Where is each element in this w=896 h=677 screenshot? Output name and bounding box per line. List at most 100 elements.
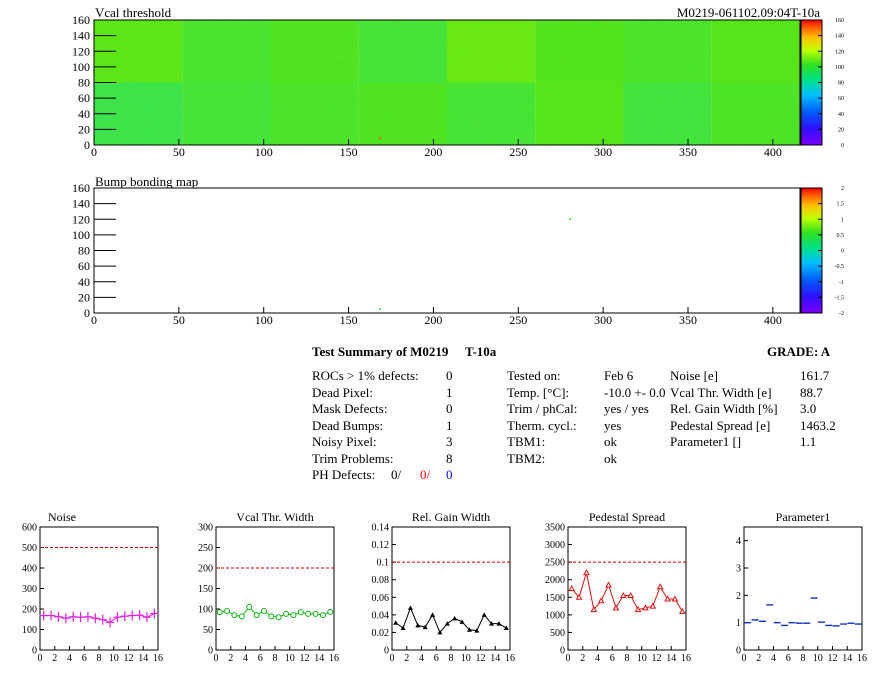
y-tick-label: 2000 (545, 575, 565, 586)
plot-title: Pedestal Spread (589, 510, 665, 524)
data-point (583, 569, 590, 576)
y-tick-label: 120 (72, 212, 90, 226)
data-point (238, 613, 245, 620)
plot-frame (391, 526, 511, 651)
data-point (503, 625, 509, 631)
y-tick-label: 300 (22, 584, 37, 595)
x-tick-label: 2 (404, 653, 409, 664)
palette-tick-label: 0 (841, 249, 844, 255)
x-tick-label: 16 (153, 653, 163, 664)
plot-title: Noise (48, 510, 76, 524)
data-point (489, 621, 495, 626)
data-point (642, 604, 649, 611)
condition-label: Trim / phCal: (507, 401, 578, 416)
palette-tick-label: 0.5 (837, 233, 845, 239)
plot-frame (215, 526, 335, 651)
y-tick-label: 300 (198, 523, 213, 534)
data-point (481, 612, 487, 617)
y-tick-label: 200 (22, 605, 37, 616)
x-tick-label: 150 (340, 145, 358, 159)
param-value: 1.1 (800, 434, 817, 449)
x-tick-label: 0 (91, 313, 97, 327)
y-tick-label: 120 (72, 44, 90, 58)
x-tick-label: 4 (243, 653, 248, 664)
defect-label: ROCs > 1% defects: (312, 368, 419, 383)
data-point (575, 593, 583, 600)
y-tick-label: 0 (208, 646, 213, 657)
plot-frame (743, 526, 863, 651)
x-tick-label: 12 (124, 653, 134, 664)
palette-tick-label: 40 (838, 112, 844, 118)
defect-label: Noisy Pixel: (312, 434, 377, 449)
x-tick-label: 2 (52, 653, 57, 664)
y-tick-label: 1 (736, 618, 741, 629)
condition-row: Therm. cycl.: yes (507, 418, 667, 435)
param-value: 88.7 (800, 384, 823, 400)
grade: GRADE: A (767, 344, 831, 359)
conditions-list: Tested on: Feb 6 Temp. [°C]: -10.0 +- 0.0 … (507, 368, 667, 467)
data-point (305, 610, 312, 617)
condition-value: -10.0 +- 0.0 (604, 384, 666, 400)
x-tick-label: 14 (138, 653, 148, 664)
y-tick-label: 0 (84, 306, 90, 320)
y-tick-label: 0.08 (372, 575, 390, 586)
condition-row: Temp. [°C]: -10.0 +- 0.0 (507, 385, 667, 402)
param-label: Noise [e] (670, 368, 719, 383)
x-tick-label: 14 (666, 653, 676, 664)
map1-title: Vcal threshold (95, 5, 172, 20)
param-label: Vcal Thr. Width [e] (670, 384, 772, 400)
x-tick-label: 400 (764, 313, 782, 327)
data-point (268, 613, 275, 620)
ph-defects-value-2: 0/ (420, 467, 431, 482)
y-tick-label: 140 (72, 29, 90, 43)
defect-pixel (379, 137, 382, 140)
plot-title: Vcal Thr. Width (236, 510, 313, 524)
data-point (253, 612, 260, 619)
y-tick-label: 0 (84, 138, 90, 152)
param-value: 161.7 (800, 368, 830, 383)
x-tick-label: 6 (258, 653, 263, 664)
palette-tick-label: 60 (838, 96, 844, 102)
x-tick-label: 16 (329, 653, 339, 664)
x-tick-label: 14 (490, 653, 500, 664)
parameters-list: Noise [e] 161.7 Vcal Thr. Width [e] 88.7 R… (670, 368, 850, 451)
x-tick-label: 6 (82, 653, 87, 664)
y-tick-label: 100 (198, 605, 213, 616)
condition-value: ok (604, 434, 617, 449)
palette-tick-label: 160 (835, 18, 844, 24)
palette-tick-label: 1.5 (837, 202, 845, 208)
x-tick-label: 200 (424, 145, 442, 159)
data-point (437, 629, 443, 635)
ph-defects-row: PH Defects: 0/ 0/ 0 (312, 467, 457, 484)
y-tick-label: 60 (78, 91, 90, 105)
condition-label: TBM1: (507, 434, 546, 449)
palette-tick-label: 100 (835, 65, 844, 71)
x-tick-label: 4 (419, 653, 424, 664)
condition-value: ok (604, 450, 617, 466)
data-point (400, 625, 406, 631)
ph-defects-value-3: 0 (446, 467, 453, 482)
data-point (290, 612, 297, 619)
x-tick-label: 16 (857, 653, 867, 664)
data-point (415, 622, 421, 628)
x-tick-label: 12 (476, 653, 486, 664)
x-tick-label: 350 (679, 145, 697, 159)
y-tick-label: 20 (78, 290, 90, 304)
param-label: Parameter1 [] (670, 434, 742, 449)
y-tick-label: 2 (736, 591, 741, 602)
param-row: Rel. Gain Width [%] 3.0 (670, 401, 850, 418)
y-tick-label: 140 (72, 197, 90, 211)
palette-tick-label: 20 (838, 127, 844, 133)
x-tick-label: 10 (109, 653, 119, 664)
data-point (459, 619, 465, 624)
condition-row: TBM1: ok (507, 434, 667, 451)
x-tick-label: 300 (594, 145, 612, 159)
y-tick-label: 80 (78, 76, 90, 90)
x-tick-label: 12 (828, 653, 838, 664)
palette-tick-label: -1 (839, 280, 844, 286)
data-point (297, 609, 304, 616)
y-tick-label: 0.06 (372, 593, 390, 604)
y-tick-label: 0.02 (372, 628, 390, 639)
